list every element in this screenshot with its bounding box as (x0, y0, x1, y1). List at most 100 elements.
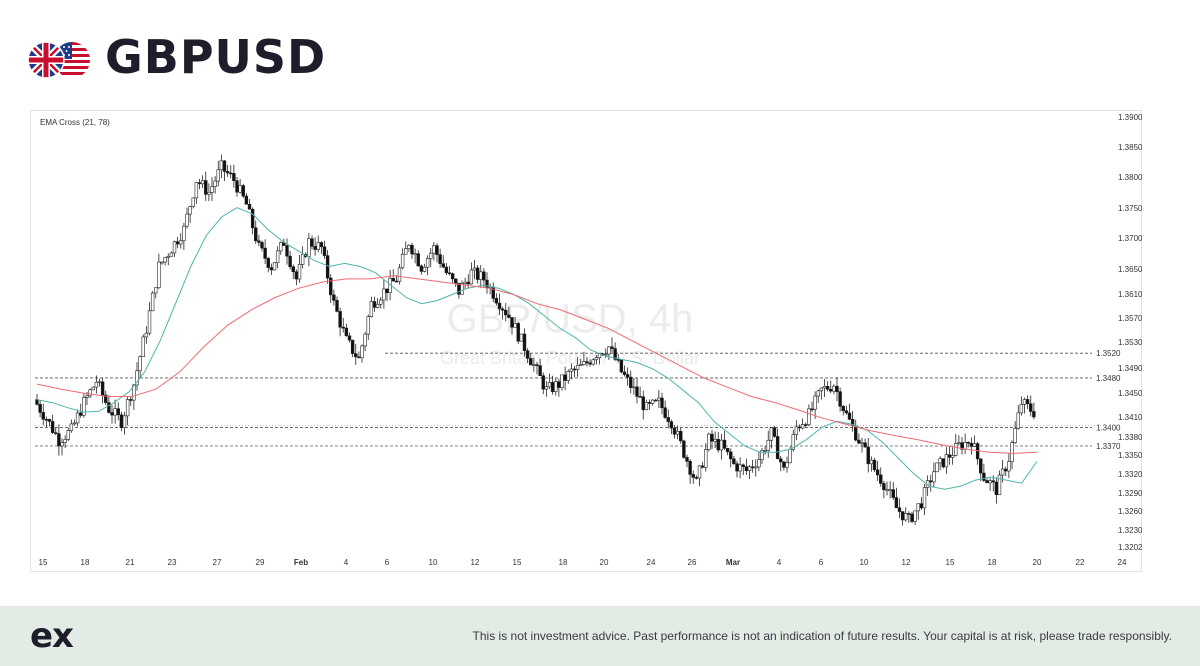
candle-up (150, 292, 155, 312)
candle-up (404, 248, 408, 255)
x-tick-label: 12 (471, 558, 480, 567)
candle-down (641, 396, 645, 411)
candle-down (994, 481, 999, 496)
y-tick-label: 1.32900 (1118, 489, 1142, 498)
candle-up (432, 245, 436, 254)
candle-down (882, 483, 886, 491)
candle-up (569, 368, 574, 372)
candle-up (63, 439, 67, 443)
candle-down (338, 311, 342, 328)
candle-up (425, 258, 430, 268)
x-tick-label: 10 (429, 558, 438, 567)
candle-down (435, 245, 439, 255)
candle-down (863, 442, 867, 448)
candle-down (222, 160, 227, 172)
y-tick-label: 1.34500 (1118, 389, 1142, 398)
candle-up (154, 287, 158, 294)
ema-78-line (36, 275, 1038, 454)
candle-down (204, 180, 208, 195)
candle-down (257, 240, 261, 243)
candle-up (275, 250, 280, 263)
candle-down (966, 441, 970, 444)
candle-up (791, 434, 795, 450)
candle-up (769, 427, 774, 441)
candle-down (129, 399, 133, 401)
x-tick-label: 22 (1076, 558, 1085, 567)
candle-up (179, 240, 183, 245)
candle-up (1007, 461, 1011, 472)
candle-down (660, 397, 664, 409)
candle-down (260, 242, 264, 249)
x-tick-label: 15 (513, 558, 522, 567)
candle-up (85, 395, 89, 398)
candle-up (813, 395, 817, 410)
candle-down (672, 427, 677, 435)
x-tick-label: 24 (1118, 558, 1127, 567)
candle-up (944, 454, 949, 468)
candle-down (329, 277, 333, 296)
candle-down (454, 278, 458, 284)
x-tick-label: 12 (902, 558, 911, 567)
candle-up (135, 370, 139, 386)
watermark-symbol: GBP/USD, 4h (447, 297, 694, 341)
candle-up (957, 442, 961, 445)
candle-down (750, 466, 755, 469)
candle-up (1019, 403, 1024, 414)
candle-up (1000, 468, 1005, 476)
candle-up (935, 462, 939, 473)
y-tick-label: 1.37500 (1118, 204, 1142, 213)
candle-down (38, 404, 42, 413)
candle-down (622, 371, 627, 375)
candle-up (216, 169, 220, 182)
candle-down (772, 427, 777, 437)
candle-up (519, 333, 524, 342)
candle-up (916, 503, 920, 512)
candle-down (447, 272, 452, 275)
brand-logo: ex (30, 616, 74, 656)
candle-up (913, 510, 917, 522)
candle-up (754, 466, 758, 469)
candle-up (832, 385, 836, 392)
candle-up (607, 346, 611, 355)
candle-down (716, 439, 720, 451)
candle-down (735, 463, 739, 472)
x-tick-label: 18 (988, 558, 997, 567)
candle-down (357, 356, 361, 359)
candle-down (666, 417, 670, 422)
candle-down (688, 461, 692, 475)
gb-us-flags-icon (28, 41, 90, 79)
candle-up (88, 389, 92, 397)
candle-down (741, 464, 745, 467)
x-tick-label: 21 (126, 558, 135, 567)
candle-down (391, 278, 395, 282)
candle-down (847, 412, 852, 420)
candle-down (872, 459, 877, 471)
candle-up (360, 345, 364, 359)
candle-up (200, 180, 205, 185)
candle-down (879, 474, 883, 484)
candle-down (285, 245, 289, 257)
candle-down (119, 414, 124, 429)
candle-down (941, 458, 945, 468)
candle-down (522, 333, 527, 352)
candle-up (788, 448, 792, 464)
disclaimer-text: This is not investment advice. Past perf… (472, 629, 1172, 643)
candle-up (560, 374, 564, 388)
candle-up (182, 225, 186, 242)
x-tick-label: 10 (860, 558, 869, 567)
x-tick-label: 4 (777, 558, 782, 567)
candle-down (979, 458, 983, 474)
candle-up (169, 252, 174, 257)
candle-down (897, 507, 902, 512)
y-tick-label: 1.32600 (1118, 507, 1142, 516)
ema-21-line (36, 207, 1038, 490)
candle-down (729, 451, 733, 460)
candle-down (197, 182, 202, 185)
y-tick-label: 1.36100 (1118, 290, 1142, 299)
candle-up (279, 242, 283, 252)
candle-down (516, 323, 520, 342)
candle-down (691, 474, 695, 478)
candle-down (894, 497, 899, 509)
candle-up (963, 441, 967, 450)
candle-down (744, 466, 749, 472)
